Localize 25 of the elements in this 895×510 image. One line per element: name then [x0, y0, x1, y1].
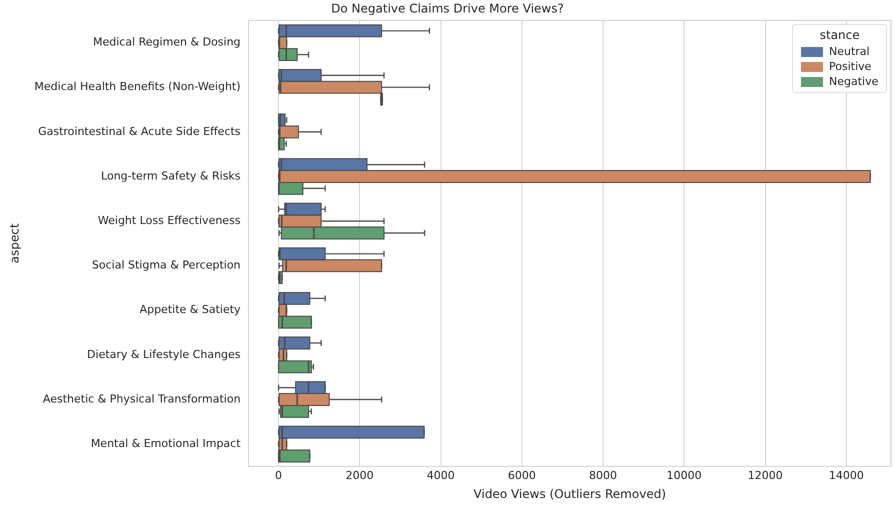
x-tick-label: 14000 — [828, 468, 864, 482]
x-tick-label: 8000 — [589, 468, 618, 482]
x-tick-label: 4000 — [426, 468, 455, 482]
x-tick-label: 0 — [275, 468, 282, 482]
y-tick-label: Mental & Emotional Impact — [90, 436, 242, 450]
y-tick-label: Long-term Safety & Risks — [101, 169, 241, 182]
chart-title: Do Negative Claims Drive More Views? — [331, 1, 564, 16]
y-tick-label: Dietary & Lifestyle Changes — [87, 348, 241, 361]
legend-label: Positive — [829, 59, 872, 74]
y-tick-label: Weight Loss Effectiveness — [98, 214, 241, 227]
x-tick-label: 10000 — [666, 468, 702, 482]
legend-label: Negative — [829, 74, 878, 90]
legend-label: Neutral — [829, 44, 870, 60]
x-tick-label: 12000 — [748, 468, 783, 482]
y-tick-label: Medical Health Benefits (Non-Weight) — [34, 80, 241, 94]
y-tick-label: Medical Regimen & Dosing — [92, 36, 241, 49]
x-axis-title: Video Views (Outliers Removed) — [474, 486, 666, 501]
y-tick-label: Gastrointestinal & Acute Side Effects — [38, 124, 241, 138]
y-tick-label: Appetite & Satiety — [140, 303, 242, 316]
y-tick-label: Aesthetic & Physical Transformation — [42, 392, 241, 406]
y-axis-title: aspect — [7, 223, 22, 264]
x-tick-label: 6000 — [508, 468, 536, 482]
y-tick-label: Social Stigma & Perception — [92, 258, 241, 272]
x-tick-label: 2000 — [346, 468, 374, 482]
legend-title: stance — [818, 28, 861, 42]
